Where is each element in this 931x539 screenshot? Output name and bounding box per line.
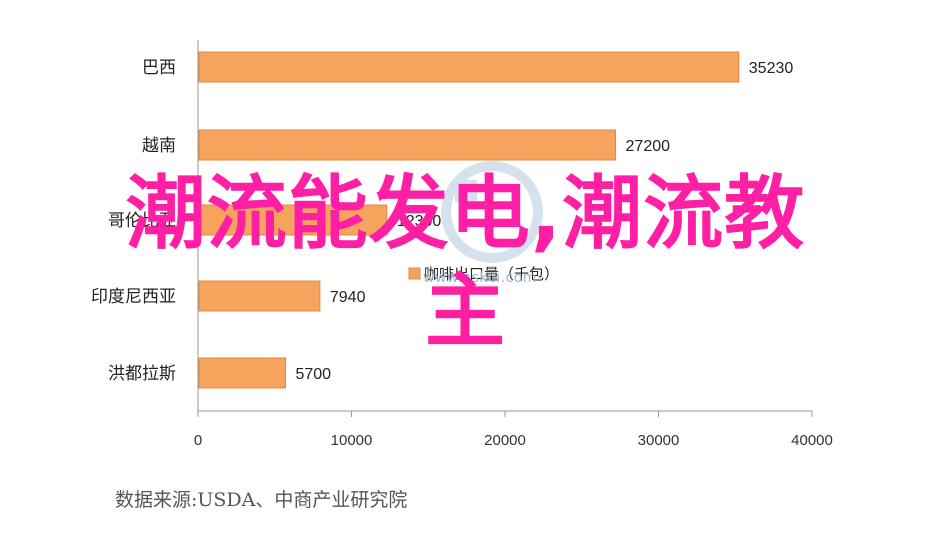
x-tick-label: 0: [194, 432, 202, 449]
category-label: 印度尼西亚: [91, 287, 176, 306]
data-label: 27200: [626, 138, 671, 155]
category-label: 洪都拉斯: [108, 364, 176, 383]
category-label: 巴西: [142, 58, 176, 77]
data-label: 35230: [749, 60, 794, 77]
x-tick-label: 40000: [791, 432, 833, 449]
legend: 咖啡出口量（千包）: [408, 266, 559, 283]
bar-4: [198, 357, 286, 389]
x-tick-label: 20000: [484, 432, 526, 449]
category-label: 哥伦比亚: [108, 211, 176, 230]
bar-2: [198, 204, 388, 236]
data-labels-group: 35230 27200 12300 7940 5700: [295, 60, 793, 383]
bar-3: [198, 280, 321, 312]
data-label: 12300: [397, 213, 442, 230]
x-ticks-group: 0 10000 20000 30000 40000: [194, 411, 833, 449]
legend-label: 咖啡出口量（千包）: [424, 266, 559, 283]
bar-0: [198, 51, 740, 83]
legend-swatch: [408, 267, 421, 280]
bars-group: [198, 51, 740, 389]
x-tick-label: 30000: [638, 432, 680, 449]
x-tick-label: 10000: [331, 432, 373, 449]
category-label: 越南: [142, 136, 176, 155]
data-label: 5700: [295, 366, 331, 383]
source-note: 数据来源:USDA、中商产业研究院: [115, 489, 408, 511]
bar-1: [198, 129, 617, 161]
data-label: 7940: [330, 289, 366, 306]
